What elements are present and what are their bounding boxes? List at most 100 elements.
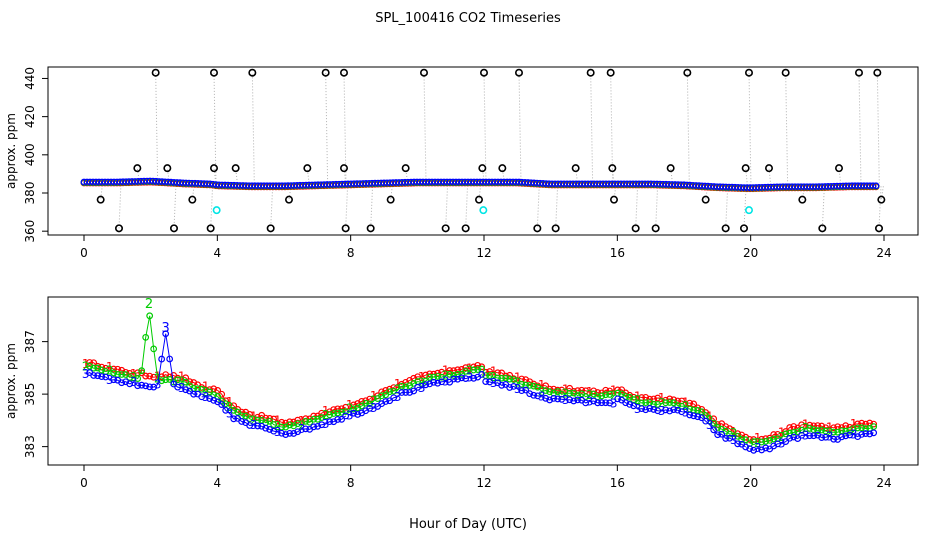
bottom-series-3-point (726, 434, 734, 442)
bottom-series-3-point (406, 389, 414, 396)
bottom-series-1-point (230, 402, 238, 410)
top-outlier-point (321, 68, 330, 77)
top-outlier-point (701, 195, 710, 204)
bottom-series-1-label: 1 (370, 389, 378, 403)
bottom-series-3-point (662, 406, 670, 414)
bottom-series-3-point (462, 375, 470, 383)
bottom-series-1-point (366, 395, 374, 403)
bottom-series-2-point (434, 372, 442, 380)
bottom-series-2-label: 2 (754, 436, 762, 450)
bottom-series-3-line (201, 396, 347, 436)
bottom-series-3-point (526, 390, 534, 398)
bottom-series-2-point (150, 345, 158, 353)
top-outlier-point (341, 224, 350, 233)
top-series-3-point (869, 182, 877, 190)
bottom-y-tick-label: 385 (23, 383, 37, 406)
bottom-series-3-point (254, 422, 262, 430)
bottom-series-2-point (750, 438, 758, 446)
top-outlier-connector (821, 187, 825, 229)
bottom-series-1-label: 1 (514, 371, 522, 385)
bottom-series-3-point (138, 381, 146, 389)
bottom-series-3-point (150, 383, 158, 391)
top-outlier-point (478, 164, 487, 173)
bottom-series-1-label: 1 (778, 426, 786, 440)
bottom-series-3-point (678, 408, 686, 416)
top-outlier-connector (118, 182, 122, 229)
bottom-series-3-point (798, 431, 806, 439)
bottom-series-2-label: 2 (658, 396, 666, 410)
bottom-series-2-point (366, 400, 374, 408)
bottom-series-1-point (450, 367, 458, 375)
top-outlier-point (206, 224, 215, 233)
bottom-series-1-point (594, 389, 602, 396)
bottom-series-3-point (714, 431, 722, 439)
bottom-series-2-point (294, 420, 302, 428)
bottom-series-2-label: 2 (682, 399, 690, 413)
top-x-tick-label: 24 (876, 246, 891, 260)
bottom-series-3-point (366, 404, 374, 412)
bottom-series-3-point (558, 395, 566, 403)
bottom-series-3-label: 3 (586, 395, 594, 409)
bottom-series-2-point (158, 377, 166, 385)
bottom-series-1-label: 1 (562, 383, 570, 397)
bottom-series-3-point (218, 401, 226, 408)
bottom-series-2-point (694, 407, 702, 414)
bottom-series-3-label: 3 (130, 375, 138, 389)
bottom-series-2-point (758, 438, 766, 446)
bottom-series-1-point (830, 424, 838, 432)
bottom-series-3-point (402, 389, 410, 396)
bottom-series-3-point (506, 384, 514, 391)
bottom-series-3-point (858, 430, 866, 438)
bottom-series-3-point (750, 446, 758, 454)
top-y-axis-label: approx. ppm (4, 113, 18, 189)
top-axes: 0 4 8 12 16 20 24 360 380 400 420 440 (23, 67, 892, 260)
bottom-series-1-point (474, 361, 482, 369)
bottom-series-3-point (866, 430, 874, 438)
bottom-series-1-point (334, 405, 342, 413)
top-outlier-point (303, 164, 312, 173)
bottom-series-1-point (238, 408, 246, 416)
bottom-series-2-point (546, 388, 554, 396)
bottom-series-2-point (518, 380, 526, 388)
bottom-series-2-point (654, 401, 662, 408)
bottom-series-3-point (478, 371, 486, 378)
bottom-series-2-point (146, 312, 154, 320)
bottom-series-1-point (278, 418, 286, 426)
top-outlier-point (571, 164, 580, 173)
bottom-series-3-point (838, 433, 846, 441)
bottom-series-3-point (646, 405, 654, 412)
bottom-series-2-label: 2 (442, 368, 450, 382)
bottom-series-3-point (126, 380, 134, 388)
bottom-series-1-label: 1 (346, 398, 354, 412)
bottom-series-3-point (174, 383, 182, 391)
bottom-series-3-point (450, 375, 458, 383)
bottom-series-1-label: 1 (298, 414, 306, 428)
bottom-series-2-label: 2 (634, 393, 642, 407)
chart-title: SPL_100416 CO2 Timeseries (375, 11, 561, 26)
top-outlier-point (606, 68, 615, 77)
top-outlier-connector (536, 183, 540, 229)
bottom-series-2-point (350, 405, 358, 413)
bottom-series-3-point (782, 438, 790, 445)
bottom-series-2-point (378, 392, 386, 400)
bottom-series-3-label: 3 (82, 367, 90, 381)
top-outlier-point (479, 68, 488, 77)
top-outlier-point (514, 68, 523, 77)
bottom-series-1-point (110, 365, 118, 373)
top-outlier-point (744, 68, 753, 77)
bottom-series-1-point (330, 406, 338, 413)
top-x-tick-label: 4 (214, 246, 222, 260)
top-outlier-point (877, 195, 886, 204)
top-outlier-connector (210, 184, 214, 229)
bottom-series-3-point (162, 330, 170, 338)
bottom-series-3-point (266, 426, 274, 433)
bottom-series-2-point (858, 424, 866, 432)
bottom-series-2-point (498, 374, 506, 382)
bottom-series-3-point (294, 428, 302, 436)
bottom-series-3-point (118, 379, 126, 387)
bottom-series-3-label: 3 (610, 397, 618, 411)
bottom-x-tick-label: 20 (743, 476, 758, 490)
top-outlier-point (170, 224, 179, 233)
